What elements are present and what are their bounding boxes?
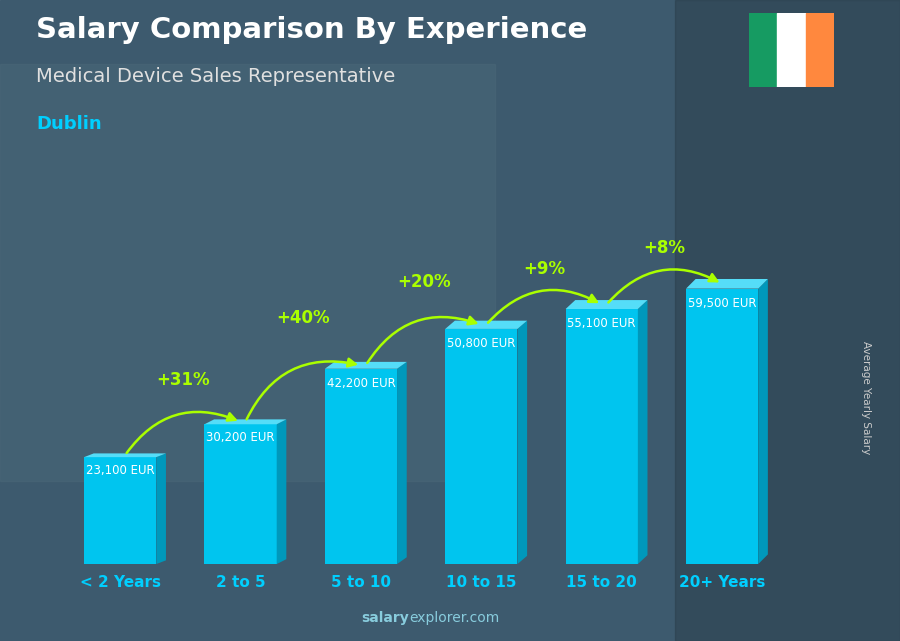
Bar	[0, 64, 495, 481]
Polygon shape	[446, 320, 527, 329]
Bar	[806, 13, 834, 87]
Text: +40%: +40%	[276, 308, 330, 326]
Text: +9%: +9%	[523, 260, 565, 278]
Polygon shape	[204, 424, 276, 564]
Text: Average Yearly Salary: Average Yearly Salary	[860, 341, 871, 454]
Text: 30,200 EUR: 30,200 EUR	[206, 431, 274, 444]
Polygon shape	[446, 329, 518, 564]
Polygon shape	[686, 288, 758, 564]
Text: Medical Device Sales Representative: Medical Device Sales Representative	[36, 67, 395, 87]
Polygon shape	[565, 300, 647, 309]
Text: 59,500 EUR: 59,500 EUR	[688, 297, 756, 310]
Text: 23,100 EUR: 23,100 EUR	[86, 464, 155, 477]
Text: +8%: +8%	[644, 239, 685, 257]
Text: 50,800 EUR: 50,800 EUR	[447, 337, 516, 350]
Polygon shape	[325, 362, 407, 369]
Text: explorer.com: explorer.com	[410, 611, 500, 625]
Polygon shape	[157, 453, 166, 564]
Text: Dublin: Dublin	[36, 115, 102, 133]
Polygon shape	[325, 369, 397, 564]
Text: salary: salary	[362, 611, 410, 625]
Polygon shape	[397, 362, 407, 564]
Polygon shape	[686, 279, 768, 288]
Bar	[749, 13, 778, 87]
Text: +31%: +31%	[156, 371, 210, 389]
Bar	[675, 0, 900, 641]
Text: +20%: +20%	[397, 274, 450, 292]
Polygon shape	[758, 279, 768, 564]
Polygon shape	[204, 419, 286, 424]
Polygon shape	[84, 453, 166, 457]
Polygon shape	[638, 300, 647, 564]
Text: 55,100 EUR: 55,100 EUR	[568, 317, 636, 330]
Polygon shape	[565, 309, 638, 564]
Text: Salary Comparison By Experience: Salary Comparison By Experience	[36, 16, 587, 44]
Text: 42,200 EUR: 42,200 EUR	[327, 377, 395, 390]
Polygon shape	[518, 320, 527, 564]
Bar	[778, 13, 806, 87]
Polygon shape	[276, 419, 286, 564]
Polygon shape	[84, 457, 157, 564]
